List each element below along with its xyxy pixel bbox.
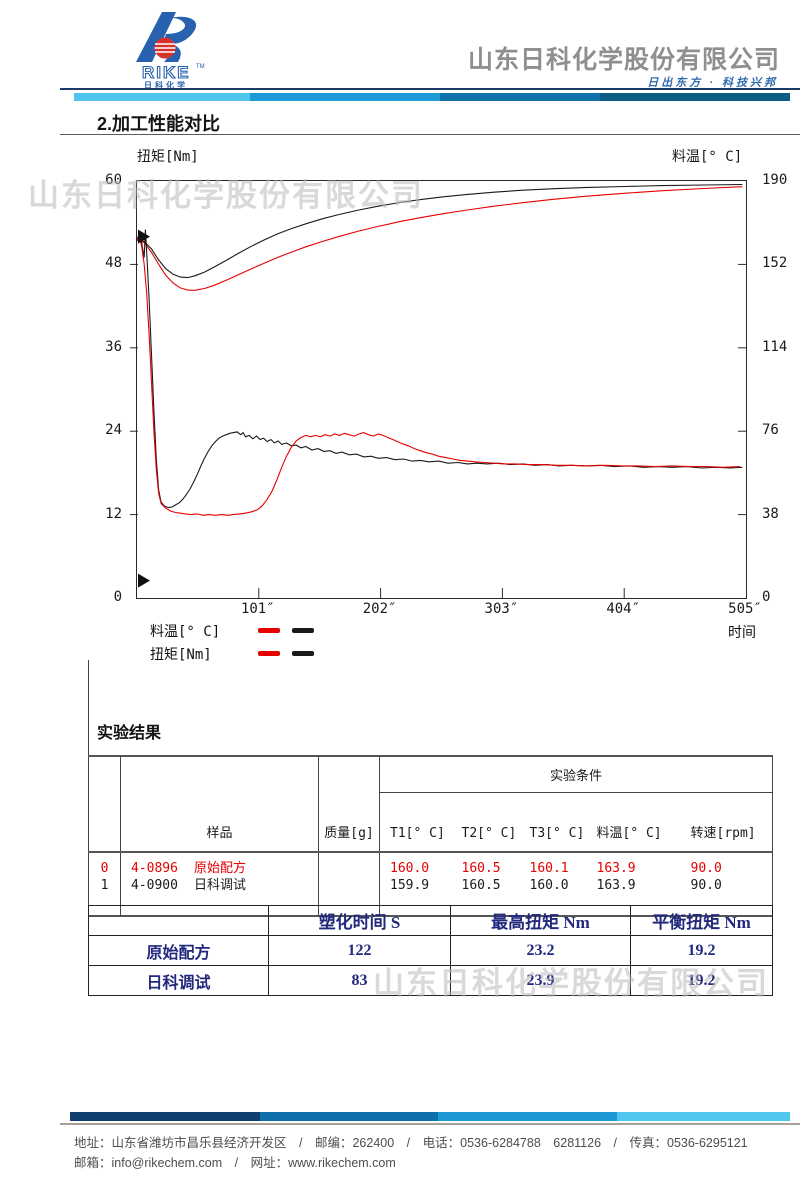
x-axis-ticks: 101″ 202″ 303″ 404″ 505″: [136, 601, 762, 619]
right-axis-title: 料温[° C]: [672, 149, 743, 165]
axis-tick-label: 38: [762, 505, 779, 522]
summary-col3: 平衡扭矩 Nm: [630, 905, 773, 936]
header-gradient-bar: [74, 93, 790, 101]
gradient-segment: [250, 93, 440, 101]
axis-marker-triangle: [138, 573, 150, 588]
gradient-segment: [260, 1112, 438, 1121]
series-torque-original: [136, 235, 741, 516]
footer-gradient-bar: [70, 1112, 790, 1121]
col-temp: 料温[° C]: [596, 826, 662, 841]
axis-tick-label: 76: [762, 422, 779, 439]
gradient-segment: [600, 93, 790, 101]
legend-swatch-icon: [258, 628, 280, 633]
footer-contact-line1: 地址：山东省潍坊市昌乐县经济开发区 / 邮编：262400 / 电话：0536-…: [74, 1136, 748, 1150]
summary-row: 日科调试 83 23.9 19.2: [88, 965, 773, 996]
gradient-segment: [70, 1112, 260, 1121]
axis-tick-label: 101″: [240, 601, 275, 617]
conditions-table: 样品 质量[g] 实验条件 T1[° C] T2[° C] T3[° C] 料温…: [88, 755, 774, 917]
axis-tick-label: 0: [113, 589, 122, 605]
axis-tick-label: 36: [105, 338, 122, 355]
gradient-segment: [74, 93, 250, 101]
results-heading: 实验结果: [97, 725, 162, 742]
chart-legend: 料温[° C] 扭矩[Nm]: [150, 619, 326, 665]
axis-tick-label: 0: [762, 589, 771, 605]
footer-rule: [60, 1123, 800, 1125]
axis-tick-label: 190: [762, 172, 788, 188]
summary-corner-cell: [88, 905, 269, 936]
logo-tm-text: TM: [196, 64, 205, 70]
chart-canvas: [130, 183, 746, 598]
axis-tick-label: 48: [105, 255, 122, 272]
left-axis-ticks: 0 12 24 36 48 60: [92, 172, 130, 605]
axis-tick-label: 404″: [606, 601, 641, 617]
axis-tick-label: 12: [105, 505, 122, 522]
index-col-header: [88, 756, 121, 852]
col-mass: 质量[g]: [318, 756, 380, 852]
axis-tick-label: 505″: [728, 601, 762, 617]
axis-tick-label: 24: [105, 422, 122, 439]
chart-plot: [130, 180, 747, 599]
legend-row: 料温[° C]: [150, 619, 326, 642]
axis-tick-label: 303″: [484, 601, 519, 617]
axis-tick-label: 60: [105, 172, 122, 188]
gradient-segment: [440, 93, 600, 101]
left-axis-title: 扭矩[Nm]: [137, 149, 199, 165]
col-t1: T1[° C]: [390, 826, 445, 841]
axis-tick-label: 114: [762, 338, 788, 355]
summary-col1: 塑化时间 S: [268, 905, 451, 936]
logo-brand-cn-text: 日科化学: [144, 80, 188, 90]
col-t3: T3[° C]: [529, 826, 585, 841]
legend-swatch-icon: [292, 628, 314, 633]
x-axis-title: 时间: [728, 625, 756, 641]
summary-col2: 最高扭矩 Nm: [450, 905, 631, 936]
series-temp-original: [136, 186, 743, 291]
gradient-segment: [438, 1112, 617, 1121]
logo-brand-text: RIKE: [142, 63, 191, 82]
axis-marker-triangle: [138, 229, 150, 244]
legend-label: 扭矩[Nm]: [150, 646, 212, 663]
axis-tick-label: 152: [762, 255, 788, 272]
header-rule: [60, 88, 800, 90]
legend-row: 扭矩[Nm]: [150, 642, 326, 665]
axis-tick-label: 202″: [362, 601, 397, 617]
legend-swatch-icon: [292, 651, 314, 656]
rike-logo-icon: RIKE TM 日科化学: [136, 12, 205, 90]
col-t2: T2[° C]: [461, 826, 517, 841]
section-title: 2.加工性能对比: [97, 114, 221, 134]
gradient-segment: [617, 1112, 790, 1121]
section-title-rule: [60, 134, 800, 135]
summary-row: 原始配方 122 23.2 19.2: [88, 935, 773, 966]
company-logo: RIKE TM 日科化学: [118, 4, 242, 92]
conditions-header: 实验条件: [379, 756, 773, 793]
col-speed: 转速[rpm]: [690, 826, 756, 841]
series-temp-rike: [136, 183, 743, 279]
right-axis-ticks: 0 38 76 114 152 190: [754, 172, 794, 605]
company-slogan: 日出东方 · 科技兴邦: [647, 77, 778, 89]
summary-table: 塑化时间 S 最高扭矩 Nm 平衡扭矩 Nm 原始配方 122 23.2 19.…: [88, 905, 773, 996]
footer-contact-line2: 邮箱：info@rikechem.com / 网址：www.rikechem.c…: [74, 1156, 396, 1170]
legend-swatch-icon: [258, 651, 280, 656]
company-name: 山东日科化学股份有限公司: [467, 46, 780, 74]
col-sample: 样品: [120, 756, 319, 852]
legend-label: 料温[° C]: [150, 623, 221, 640]
